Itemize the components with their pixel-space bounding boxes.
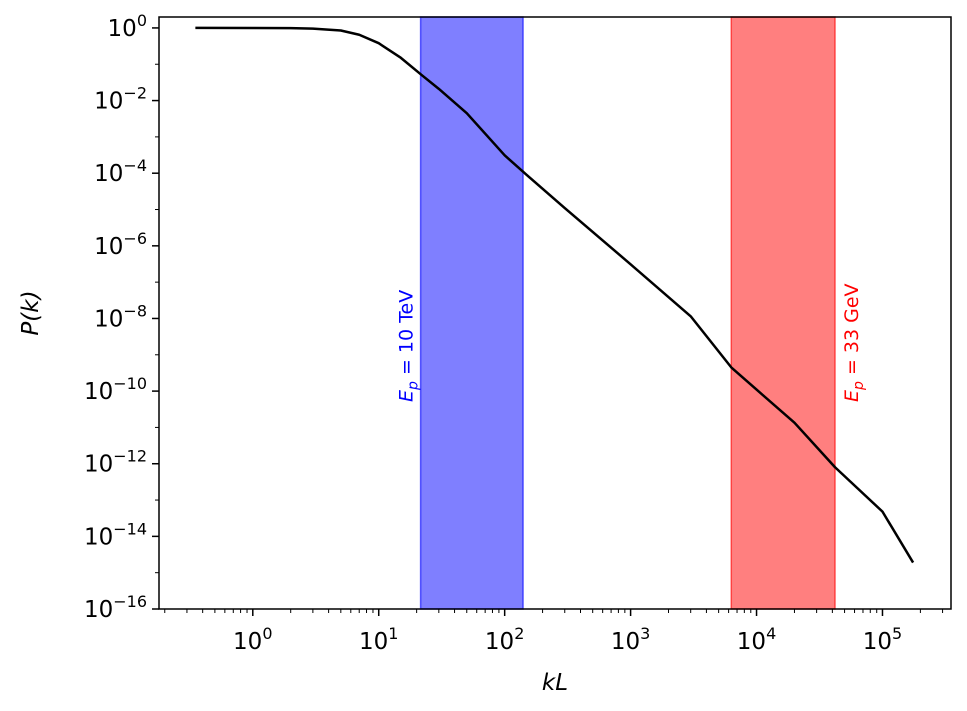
x-tick-label: 104 xyxy=(737,624,776,655)
band-labels: Ep = 10 TeV Ep = 33 GeV xyxy=(396,283,867,402)
y-tick-label: 10−4 xyxy=(94,156,147,187)
plot-frame xyxy=(158,16,952,610)
y-axis-label: P(k) xyxy=(18,290,44,335)
series-line-0 xyxy=(195,26,915,564)
y-tick-label: 10−8 xyxy=(94,301,147,332)
y-tick-label: 10−16 xyxy=(84,592,147,623)
band-label-0: Ep = 10 TeV xyxy=(396,290,422,402)
band-1 xyxy=(730,16,836,610)
x-tick-label: 101 xyxy=(359,624,398,655)
y-tick-label: 10−6 xyxy=(94,229,147,260)
y-tick-label: 100 xyxy=(108,11,147,42)
band-label-1: Ep = 33 GeV xyxy=(841,283,867,402)
tick-labels: 100 101 102 103 104 105 100 10−2 10−4 10−6 10−8 10−… xyxy=(84,11,902,655)
x-tick-label: 103 xyxy=(611,624,650,655)
x-axis-label: kL xyxy=(542,670,568,696)
x-tick-label: 102 xyxy=(485,624,524,655)
y-tick-label: 10−12 xyxy=(84,447,147,478)
band-0 xyxy=(419,16,524,610)
y-tick-label: 10−10 xyxy=(84,374,147,405)
y-tick-label: 10−2 xyxy=(94,84,147,115)
x-tick-label: 100 xyxy=(233,624,272,655)
energy-bands xyxy=(419,16,836,610)
x-tick-label: 105 xyxy=(863,624,902,655)
y-tick-label: 10−14 xyxy=(84,519,147,550)
data-series xyxy=(195,26,915,564)
